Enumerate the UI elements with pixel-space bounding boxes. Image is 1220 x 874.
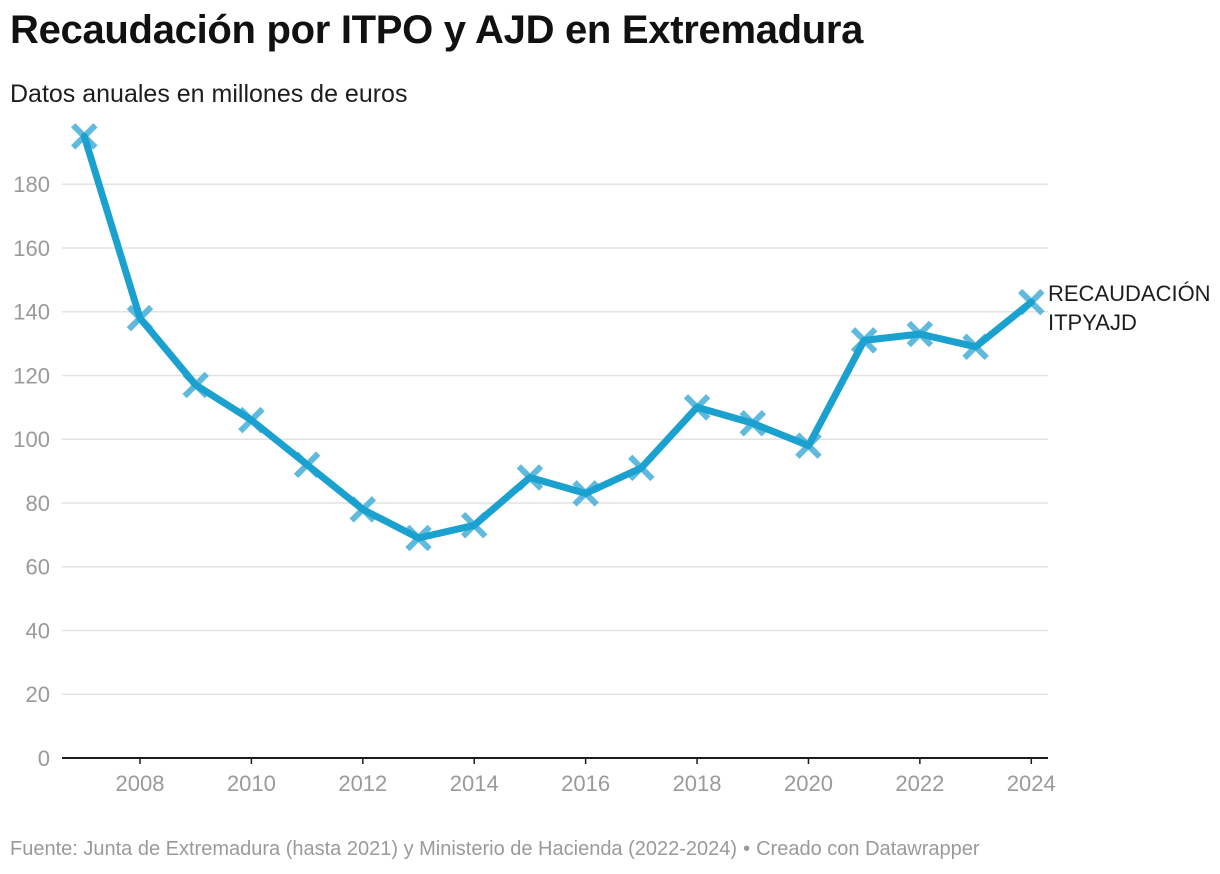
credit-text: Creado con Datawrapper: [756, 838, 980, 860]
y-tick-label-0: 0: [38, 746, 50, 771]
y-tick-label-20: 20: [26, 682, 50, 707]
series-labels: RECAUDACIÓN ITPYAJD: [1048, 281, 1211, 335]
x-tick-label-2024: 2024: [1007, 771, 1056, 796]
series-label-line: ITPYAJD: [1048, 310, 1137, 335]
y-axis-labels: 0 20 40 60 80 100 120 140 160 180: [13, 172, 50, 771]
footer-note: Fuente: Junta de Extremadura (hasta 2021…: [10, 838, 980, 861]
series-lines: [80, 132, 1035, 542]
x-tick-label-2020: 2020: [784, 771, 833, 796]
series-label: RECAUDACIÓN ITPYAJD: [1048, 281, 1211, 335]
x-tick-label-2022: 2022: [895, 771, 944, 796]
y-tick-label-120: 120: [13, 363, 50, 388]
x-tick-label-2014: 2014: [450, 771, 499, 796]
x-axis-ticks: [139, 758, 1033, 764]
x-axis-labels: 2008 2010 2012 2014 2016 2018 2020 2022 2024: [116, 771, 1056, 796]
x-tick-label-2010: 2010: [227, 771, 276, 796]
footer-separator: •: [743, 838, 751, 860]
series-label-line: RECAUDACIÓN: [1048, 281, 1211, 306]
y-tick-label-60: 60: [26, 555, 50, 580]
grid-lines: [62, 183, 1048, 695]
source-text: Fuente: Junta de Extremadura (hasta 2021…: [10, 838, 738, 860]
y-tick-label-40: 40: [26, 618, 50, 643]
y-tick-label-140: 140: [13, 300, 50, 325]
y-tick-label-180: 180: [13, 172, 50, 197]
x-tick-label-2018: 2018: [673, 771, 722, 796]
y-tick-label-160: 160: [13, 236, 50, 261]
chart-subtitle: Datos anuales en millones de euros: [10, 80, 408, 108]
x-tick-label-2012: 2012: [338, 771, 387, 796]
chart-title: Recaudación por ITPO y AJD en Extremadur…: [10, 8, 864, 52]
series-line-0: [80, 132, 1035, 542]
y-tick-label-100: 100: [13, 427, 50, 452]
x-tick-label-2008: 2008: [116, 771, 165, 796]
x-tick-label-2016: 2016: [561, 771, 610, 796]
y-tick-label-80: 80: [26, 491, 50, 516]
